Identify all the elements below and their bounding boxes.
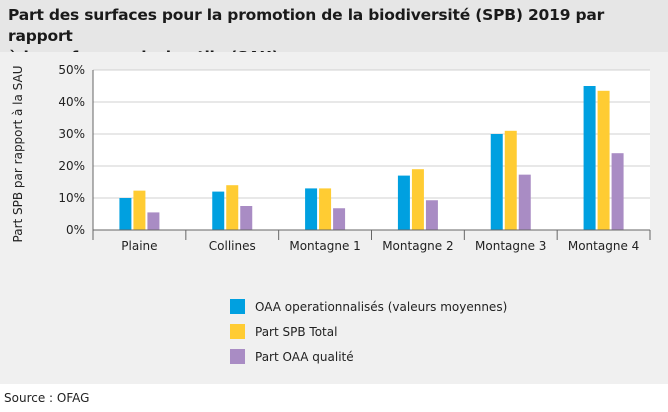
x-tick-label: Collines <box>209 239 256 253</box>
y-tick-label: 10% <box>58 191 85 205</box>
y-axis-title: Part SPB par rapport à la SAU <box>11 66 25 243</box>
bar <box>504 130 517 230</box>
y-tick-label: 20% <box>58 159 85 173</box>
y-tick-label: 30% <box>58 127 85 141</box>
bar <box>133 190 146 230</box>
bar <box>305 188 318 230</box>
x-tick-label: Montagne 3 <box>475 239 546 253</box>
bar <box>240 206 253 230</box>
legend-swatch <box>230 349 245 364</box>
legend-swatch <box>230 324 245 339</box>
bar <box>411 169 424 230</box>
x-tick-label: Montagne 4 <box>568 239 639 253</box>
legend-swatch <box>230 299 245 314</box>
bar <box>333 208 346 230</box>
legend-label: Part OAA qualité <box>255 349 354 364</box>
chart-title-line-1: Part des surfaces pour la promotion de l… <box>8 6 605 45</box>
x-tick-label: Montagne 2 <box>382 239 453 253</box>
y-tick-label: 40% <box>58 95 85 109</box>
y-tick-label: 0% <box>66 223 85 237</box>
bar <box>147 212 160 230</box>
bar <box>597 90 610 230</box>
y-tick-label: 50% <box>58 63 85 77</box>
bar <box>319 188 332 230</box>
x-tick-label: Plaine <box>121 239 157 253</box>
bar <box>212 191 225 230</box>
legend-item: Part SPB Total <box>230 319 507 344</box>
bar <box>397 175 410 230</box>
title-bar: Part des surfaces pour la promotion de l… <box>0 0 668 66</box>
plot-area <box>93 70 650 230</box>
legend-label: Part SPB Total <box>255 324 338 339</box>
legend: OAA operationnalisés (valeurs moyennes) … <box>230 294 507 369</box>
bar <box>583 86 596 230</box>
legend-item: OAA operationnalisés (valeurs moyennes) <box>230 294 507 319</box>
legend-label: OAA operationnalisés (valeurs moyennes) <box>255 299 508 314</box>
x-tick-label: Montagne 1 <box>289 239 360 253</box>
bar <box>490 134 503 230</box>
bar <box>518 174 531 230</box>
bar <box>425 200 438 230</box>
footer <box>0 384 668 412</box>
legend-item: Part OAA qualité <box>230 344 507 369</box>
bar <box>226 185 239 230</box>
source-note: Source : OFAG <box>4 391 90 405</box>
bar <box>611 153 624 230</box>
bar-chart: 0% 10% 20% 30% 40% 50% Part SPB par rapport à … <box>11 63 651 253</box>
bar <box>119 198 132 230</box>
